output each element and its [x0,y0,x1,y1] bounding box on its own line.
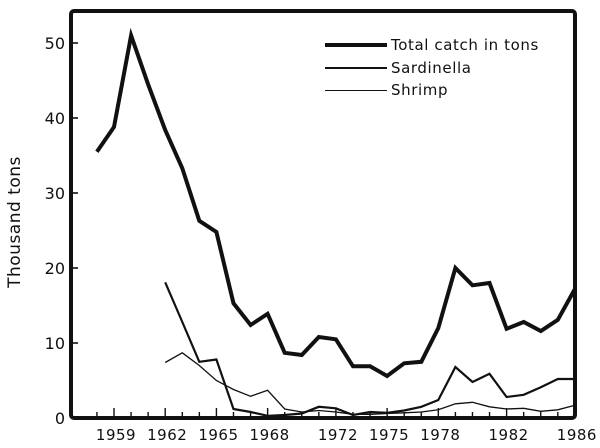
y-axis-label: Thousand tons [5,156,25,288]
y-axis-ticks: 0 10 20 30 40 50 [45,34,78,428]
legend-label: Total catch in tons [391,36,539,55]
x-tick-label: 1986 [557,426,597,444]
x-axis-ticks: 1959 1962 1965 1968 1972 1975 1978 1982 1986 [96,408,597,444]
series-line-sardinella [164,281,575,417]
legend-label: Sardinella [391,58,472,77]
plot-frame [69,9,577,420]
x-tick-label: 1982 [489,426,529,444]
y-tick-label: 10 [45,334,65,353]
legend-swatch-thick-line-icon [325,43,387,48]
x-tick-label: 1975 [369,426,409,444]
data-series [95,27,577,417]
y-tick-label: 30 [45,184,65,203]
legend: Total catch in tons Sardinella Shrimp [325,34,539,102]
series-line-total-catch-in-tons [95,27,577,379]
y-tick-label: 0 [55,409,65,428]
y-tick-label: 20 [45,259,65,278]
x-tick-label: 1962 [147,426,187,444]
legend-label: Shrimp [391,81,449,100]
y-tick-label: 50 [45,34,65,53]
legend-item-shrimp: Shrimp [325,79,539,102]
y-tick-label: 40 [45,109,65,128]
x-tick-label: 1972 [318,426,358,444]
x-tick-label: 1968 [250,426,290,444]
series-line-shrimp [164,352,576,415]
legend-item-total-catch: Total catch in tons [325,34,539,57]
x-tick-label: 1959 [96,426,136,444]
legend-swatch-medium-line-icon [325,66,387,69]
x-tick-label: 1965 [198,426,238,444]
x-tick-label: 1978 [420,426,460,444]
legend-item-sardinella: Sardinella [325,57,539,80]
legend-swatch-thin-line-icon [325,89,387,91]
